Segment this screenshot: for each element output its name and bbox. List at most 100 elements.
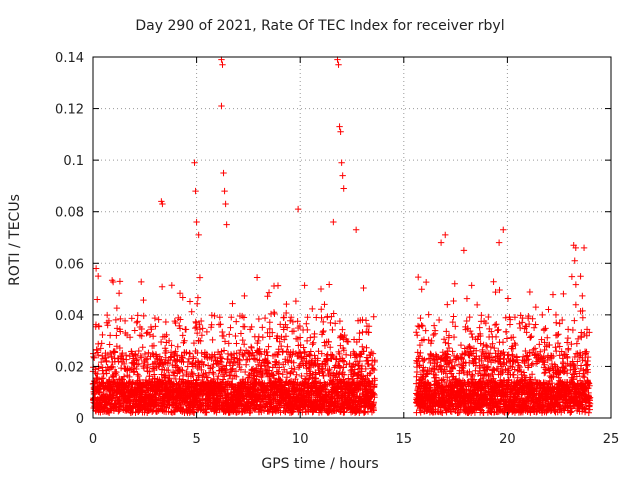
data-point [208, 312, 216, 319]
data-point [259, 334, 267, 341]
data-point [360, 284, 367, 292]
data-point [362, 317, 370, 324]
data-point [241, 292, 248, 300]
data-point [103, 358, 110, 366]
data-point [320, 327, 327, 335]
data-point [415, 273, 422, 281]
data-point [126, 366, 133, 374]
data-point [178, 401, 185, 409]
data-point [142, 356, 150, 363]
data-point [183, 349, 190, 356]
data-point [327, 319, 334, 327]
data-point [370, 313, 377, 320]
data-point [197, 337, 204, 345]
data-point [450, 297, 457, 305]
data-point [203, 409, 210, 416]
data-point [414, 331, 421, 339]
data-point [98, 375, 106, 382]
data-point [196, 274, 204, 281]
data-point [259, 324, 266, 331]
data-point [134, 312, 141, 319]
data-point [193, 300, 201, 307]
data-point [457, 341, 465, 349]
data-point [255, 333, 263, 340]
data-point [463, 317, 470, 325]
data-point [209, 336, 216, 344]
data-point [510, 357, 517, 365]
data-point [309, 305, 316, 313]
data-point [435, 316, 443, 324]
data-point [155, 316, 162, 323]
data-point [106, 377, 113, 385]
data-point [159, 407, 166, 414]
data-point [490, 366, 497, 373]
data-point [531, 345, 539, 352]
data-point [239, 336, 246, 344]
data-point [450, 313, 457, 320]
data-point [109, 395, 116, 403]
data-point [188, 368, 195, 376]
data-point [138, 325, 145, 333]
data-point [176, 290, 184, 297]
data-point [151, 314, 159, 322]
data-point [476, 324, 483, 331]
data-point [510, 371, 517, 379]
data-point [135, 360, 142, 368]
data-point [133, 319, 140, 326]
data-point [179, 332, 186, 339]
data-point [232, 332, 239, 340]
data-point [493, 321, 500, 328]
data-point [109, 278, 117, 286]
data-point [468, 330, 475, 338]
data-point [473, 301, 481, 309]
data-point [156, 353, 164, 360]
data-point [359, 343, 366, 350]
data-point [220, 332, 227, 340]
data-point [202, 369, 209, 377]
data-point [532, 321, 539, 328]
data-point [104, 322, 111, 329]
data-point [106, 349, 114, 357]
data-point [168, 282, 176, 289]
data-point [196, 326, 204, 333]
data-point [140, 312, 147, 320]
data-point [184, 358, 192, 366]
data-point [233, 318, 240, 325]
data-point [158, 356, 165, 363]
data-point [526, 288, 534, 296]
data-point [356, 329, 363, 337]
data-point [539, 311, 546, 319]
data-point [99, 331, 106, 339]
data-point [309, 341, 316, 348]
data-point [176, 325, 184, 332]
data-point [152, 323, 159, 330]
data-point [255, 315, 263, 323]
data-point [188, 308, 195, 315]
data-point [186, 350, 194, 357]
data-point [95, 323, 103, 330]
data-point [91, 354, 98, 362]
data-point [495, 326, 502, 333]
data-point [540, 326, 548, 333]
data-point [158, 283, 166, 290]
data-point [303, 320, 310, 327]
data-point [321, 301, 328, 308]
data-point [169, 368, 177, 376]
data-point [528, 333, 535, 340]
data-point [98, 340, 105, 347]
data-point [291, 365, 298, 373]
data-point [339, 326, 346, 333]
data-point [191, 324, 199, 332]
data-point [176, 368, 183, 375]
data-point [318, 306, 325, 313]
data-point [463, 295, 471, 302]
data-point [150, 342, 158, 349]
data-point [326, 281, 333, 288]
data-point [450, 333, 458, 341]
data-point [135, 347, 142, 355]
data-point [174, 343, 181, 350]
data-point [141, 359, 148, 367]
data-point [478, 312, 485, 319]
data-point [451, 280, 458, 287]
